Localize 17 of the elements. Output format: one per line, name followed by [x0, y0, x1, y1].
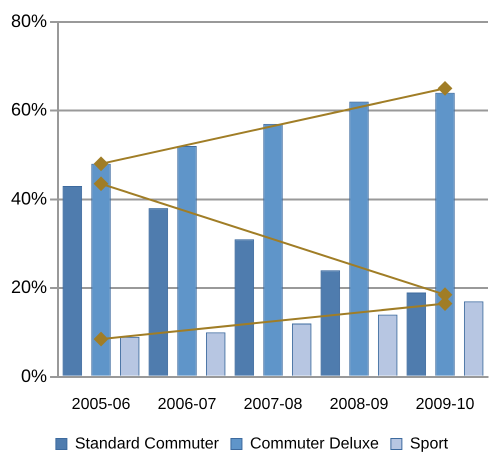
legend-label: Standard Commuter	[74, 435, 220, 452]
y-tick-label: 0%	[21, 366, 48, 386]
x-tick-label: 2007-08	[244, 396, 302, 413]
x-tick-label: 2005-06	[72, 396, 130, 413]
point	[438, 81, 452, 96]
y-tick-label: 40%	[10, 188, 48, 208]
x-tick-label: 2008-09	[330, 396, 388, 413]
point	[94, 156, 108, 171]
y-tick-label: 80%	[10, 10, 48, 31]
point	[94, 176, 108, 191]
x-tick-label: 2006-07	[158, 396, 216, 413]
y-tick-label: 60%	[10, 100, 48, 120]
y-tick-label: 20%	[10, 277, 48, 298]
legend-label: Commuter Deluxe	[250, 435, 379, 452]
point	[94, 332, 108, 346]
x-tick-label: 2009-10	[416, 396, 474, 413]
legend-label: Sport	[410, 435, 449, 452]
